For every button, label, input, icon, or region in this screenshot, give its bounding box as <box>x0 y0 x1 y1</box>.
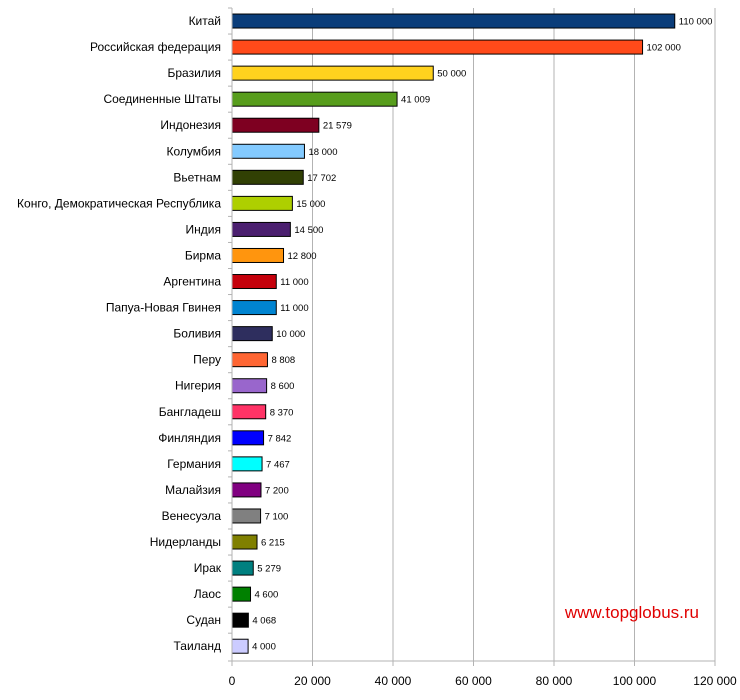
category-label: Венесуэла <box>162 509 222 523</box>
category-label: Соединенные Штаты <box>103 92 221 106</box>
bar <box>231 404 267 420</box>
x-tick-label: 20 000 <box>294 674 331 688</box>
category-label: Бирма <box>185 248 222 262</box>
data-label: 102 000 <box>647 43 681 54</box>
category-label: Перу <box>193 353 221 367</box>
data-label: 10 000 <box>276 329 305 340</box>
x-tick-label: 120 000 <box>693 674 737 688</box>
bar <box>231 274 277 290</box>
watermark: www.topglobus.ru <box>564 603 699 622</box>
category-label: Колумбия <box>167 144 221 158</box>
data-label: 11 000 <box>280 303 308 314</box>
category-label: Российская федерация <box>90 40 221 54</box>
data-label: 5 279 <box>257 564 281 575</box>
bar <box>231 91 398 107</box>
bar <box>231 456 263 472</box>
bar <box>231 221 291 237</box>
bar <box>231 143 305 159</box>
data-label: 12 800 <box>288 251 317 262</box>
x-tick-label: 100 000 <box>613 674 657 688</box>
bar <box>231 430 265 446</box>
data-label: 15 000 <box>296 199 325 210</box>
bar <box>231 638 249 654</box>
bars: 110 000 102 000 50 000 41 009 21 579 18 000 17… <box>231 13 713 654</box>
bar <box>231 117 320 133</box>
bar <box>231 352 268 368</box>
category-label: Бразилия <box>168 66 222 80</box>
category-label: Судан <box>186 613 221 627</box>
data-label: 6 215 <box>261 538 285 549</box>
data-label: 4 068 <box>252 616 276 627</box>
bar <box>231 13 676 29</box>
x-tick-label: 0 <box>229 674 236 688</box>
category-label: Вьетнам <box>173 170 221 184</box>
data-label: 7 467 <box>266 459 290 470</box>
category-label: Нигерия <box>175 379 221 393</box>
data-label: 41 009 <box>401 95 430 106</box>
bar <box>231 534 258 550</box>
category-label: Финляндия <box>158 431 221 445</box>
data-label: 7 842 <box>268 433 292 444</box>
x-tick-label: 40 000 <box>375 674 412 688</box>
bar <box>231 378 268 394</box>
category-label: Индия <box>186 222 221 236</box>
bar <box>231 169 304 185</box>
bar <box>231 195 293 211</box>
bar <box>231 612 249 628</box>
data-label: 11 000 <box>280 277 308 288</box>
data-label: 17 702 <box>307 173 336 184</box>
category-label: Таиланд <box>174 639 221 653</box>
data-label: 110 000 <box>679 17 713 28</box>
category-label: Аргентина <box>163 275 221 289</box>
data-label: 50 000 <box>437 69 466 80</box>
data-label: 4 000 <box>252 642 276 653</box>
bar <box>231 39 644 55</box>
data-label: 8 600 <box>271 381 295 392</box>
data-label: 4 600 <box>255 590 279 601</box>
bar <box>231 326 273 342</box>
bar <box>231 300 277 316</box>
bar <box>231 247 285 263</box>
category-label: Нидерланды <box>150 535 221 549</box>
axes: 0 20 000 40 000 60 000 80 000 100 000 120 000 К… <box>17 7 737 688</box>
bar <box>231 482 262 498</box>
data-label: 7 200 <box>265 485 289 496</box>
category-label: Конго, Демократическая Республика <box>17 196 221 210</box>
data-label: 8 808 <box>271 355 295 366</box>
category-label: Бангладеш <box>159 405 221 419</box>
bar <box>231 65 434 81</box>
bar <box>231 560 254 576</box>
x-tick-label: 80 000 <box>536 674 573 688</box>
data-label: 8 370 <box>270 407 294 418</box>
bar <box>231 586 252 602</box>
gridlines <box>312 8 716 661</box>
category-label: Ирак <box>194 561 222 575</box>
category-label: Лаос <box>194 587 221 601</box>
category-label: Китай <box>189 14 221 28</box>
data-label: 21 579 <box>323 121 352 132</box>
category-label: Папуа-Новая Гвинея <box>106 301 221 315</box>
x-tick-label: 60 000 <box>455 674 492 688</box>
data-label: 7 100 <box>265 511 289 522</box>
data-label: 14 500 <box>294 225 323 236</box>
data-label: 18 000 <box>308 147 337 158</box>
category-label: Германия <box>167 457 221 471</box>
category-label: Боливия <box>173 327 221 341</box>
category-label: Малайзия <box>165 483 221 497</box>
category-label: Индонезия <box>160 118 221 132</box>
bar <box>231 508 262 524</box>
